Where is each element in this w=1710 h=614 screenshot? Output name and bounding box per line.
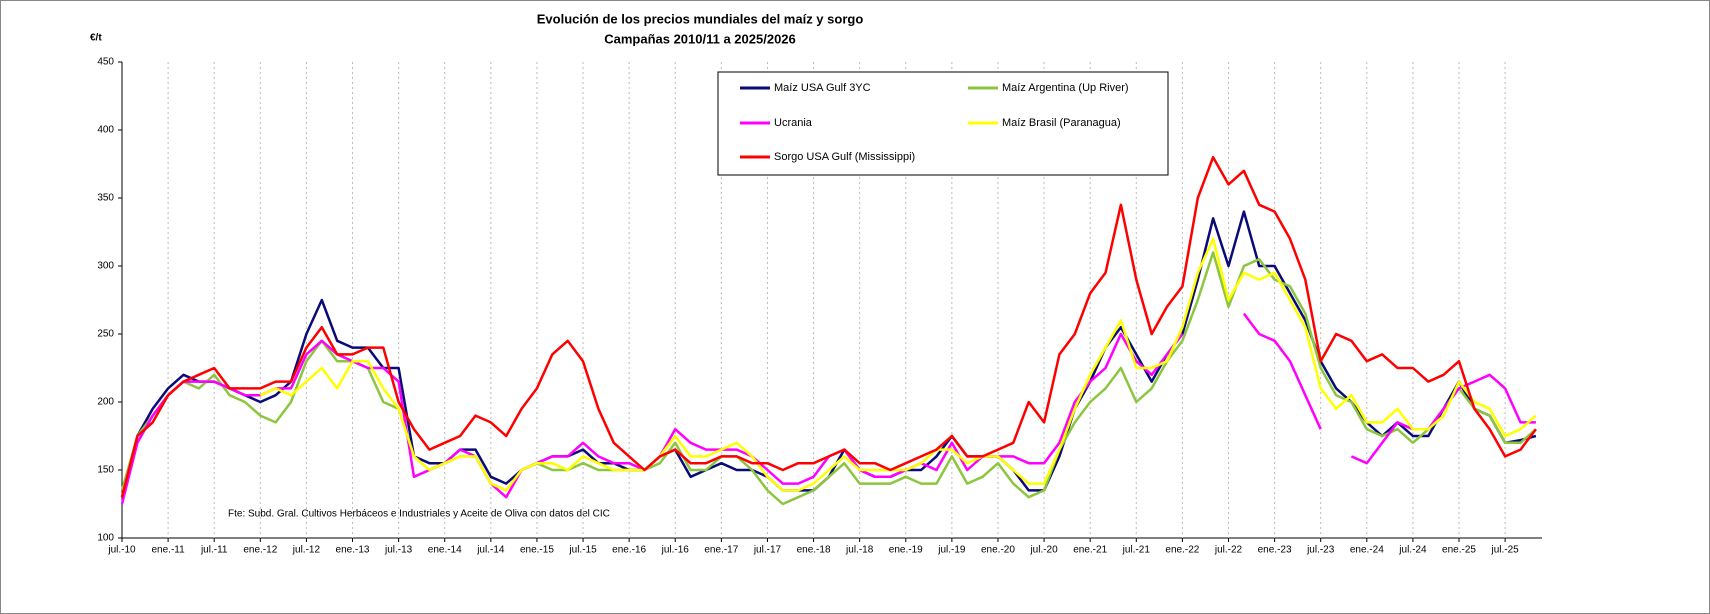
legend-label: Maíz USA Gulf 3YC (774, 82, 871, 94)
y-tick-label: 100 (97, 533, 114, 544)
x-tick-label: jul.-12 (292, 545, 321, 556)
x-tick-label: jul.-20 (1029, 545, 1058, 556)
x-tick-label: ene.-13 (336, 545, 370, 556)
x-tick-label: ene.-11 (152, 545, 186, 556)
legend-label: Maíz Argentina (Up River) (1002, 82, 1129, 94)
y-tick-label: 300 (97, 261, 114, 272)
x-tick-label: jul.-10 (107, 545, 136, 556)
x-tick-label: ene.-25 (1442, 545, 1476, 556)
x-tick-label: ene.-17 (704, 545, 738, 556)
x-tick-label: ene.-23 (1258, 545, 1292, 556)
series-line (120, 155, 1537, 498)
y-axis-label: €/t (90, 33, 102, 44)
x-tick-label: jul.-24 (1398, 545, 1427, 556)
x-tick-label: jul.-11 (200, 545, 228, 556)
x-tick-label: ene.-14 (428, 545, 462, 556)
y-tick-label: 350 (97, 193, 114, 204)
x-tick-label: ene.-16 (612, 545, 646, 556)
x-tick-label: ene.-20 (981, 545, 1015, 556)
x-tick-label: jul.-21 (1122, 545, 1151, 556)
x-tick-label: jul.-13 (384, 545, 413, 556)
chart-title: Evolución de los precios mundiales del m… (537, 11, 864, 26)
legend-label: Sorgo USA Gulf (Mississippi) (774, 151, 915, 163)
x-tick-label: ene.-19 (889, 545, 923, 556)
x-tick-label: jul.-19 (937, 545, 966, 556)
x-tick-label: jul.-15 (568, 545, 597, 556)
y-tick-label: 400 (97, 125, 114, 136)
series-line (120, 251, 1537, 506)
x-tick-label: jul.-18 (845, 545, 874, 556)
x-tick-label: jul.-22 (1214, 545, 1243, 556)
y-tick-label: 200 (97, 397, 114, 408)
x-tick-label: ene.-21 (1073, 545, 1107, 556)
x-tick-label: ene.-12 (243, 545, 277, 556)
x-tick-label: jul.-23 (1306, 545, 1335, 556)
legend-label: Ucrania (774, 117, 813, 129)
x-tick-label: jul.-25 (1490, 545, 1519, 556)
x-tick-label: jul.-14 (476, 545, 505, 556)
legend-label: Maíz Brasil (Paranagua) (1002, 117, 1121, 129)
y-tick-label: 250 (97, 329, 114, 340)
y-tick-label: 450 (97, 57, 114, 68)
x-tick-label: ene.-22 (1165, 545, 1199, 556)
x-tick-label: jul.-16 (661, 545, 690, 556)
x-tick-label: ene.-24 (1350, 545, 1384, 556)
x-tick-label: ene.-15 (520, 545, 554, 556)
series-line (259, 237, 1537, 492)
x-tick-label: jul.-17 (753, 545, 782, 556)
chart-subtitle: Campañas 2010/11 a 2025/2026 (604, 31, 796, 46)
y-tick-label: 150 (97, 465, 114, 476)
source-note: Fte: Subd. Gral. Cultivos Herbáceos e In… (228, 509, 610, 520)
x-tick-label: ene.-18 (797, 545, 831, 556)
legend-box (717, 71, 1169, 176)
